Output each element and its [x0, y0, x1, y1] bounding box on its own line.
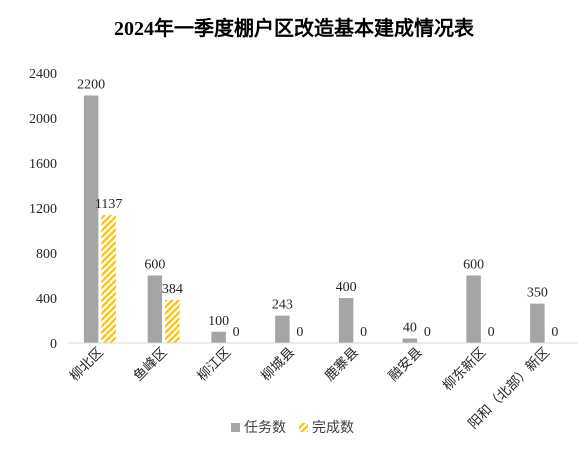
data-label: 0	[551, 325, 558, 340]
data-label: 0	[296, 325, 303, 340]
bar-series1-cat7	[466, 275, 481, 343]
y-tick-label: 1600	[29, 157, 57, 172]
legend-label: 完成数	[312, 420, 354, 436]
bar-series1-cat1	[83, 95, 99, 343]
data-label: 100	[208, 314, 229, 329]
y-tick-label: 1200	[29, 202, 57, 217]
chart-title: 2024年一季度棚户区改造基本建成情况表	[114, 16, 475, 40]
legend-item: 完成数	[299, 420, 354, 436]
x-category-label: 柳东新区	[440, 345, 489, 394]
data-label: 1137	[95, 197, 122, 212]
legend-item: 任务数	[231, 420, 286, 436]
y-tick-label: 800	[36, 247, 57, 262]
data-label: 600	[144, 258, 165, 273]
bar-series1-cat2	[147, 275, 163, 343]
y-tick-label: 2000	[29, 112, 57, 127]
data-label: 0	[488, 325, 495, 340]
y-tick-label: 2400	[29, 67, 57, 82]
data-label: 600	[463, 258, 484, 273]
data-label: 400	[336, 280, 357, 295]
data-label: 350	[527, 286, 548, 301]
bar-series1-cat4	[275, 315, 290, 343]
bar-series2-cat1	[101, 215, 116, 343]
data-label: 0	[424, 325, 431, 340]
x-category-label: 鱼峰区	[130, 344, 170, 384]
x-category-label: 柳城县	[258, 345, 297, 384]
bar-marks	[83, 95, 545, 343]
data-label: 0	[360, 325, 367, 340]
data-label: 243	[272, 298, 293, 313]
bar-series2-cat2	[165, 299, 180, 343]
data-label: 2200	[77, 78, 105, 93]
x-category-label: 融安县	[386, 345, 425, 384]
bar-series1-cat6	[402, 338, 418, 343]
bar-series1-cat5	[338, 298, 354, 343]
data-label: 384	[162, 282, 183, 297]
bar-series1-cat8	[530, 303, 545, 343]
data-label: 40	[403, 321, 417, 336]
data-label: 0	[233, 325, 240, 340]
y-tick-label: 400	[36, 292, 57, 307]
y-tick-label: 0	[50, 337, 57, 352]
bar-series1-cat3	[211, 331, 226, 343]
legend: 任务数 完成数	[231, 420, 354, 436]
y-axis-tick-labels: 0 400 800 1200 1600 2000 2400	[29, 67, 57, 352]
legend-swatch	[231, 423, 240, 432]
legend-swatch	[299, 423, 308, 432]
x-category-label: 柳江区	[194, 345, 233, 384]
x-category-label: 柳北区	[67, 345, 106, 384]
legend-label: 任务数	[244, 420, 286, 436]
x-category-label: 鹿寨县	[321, 344, 361, 384]
